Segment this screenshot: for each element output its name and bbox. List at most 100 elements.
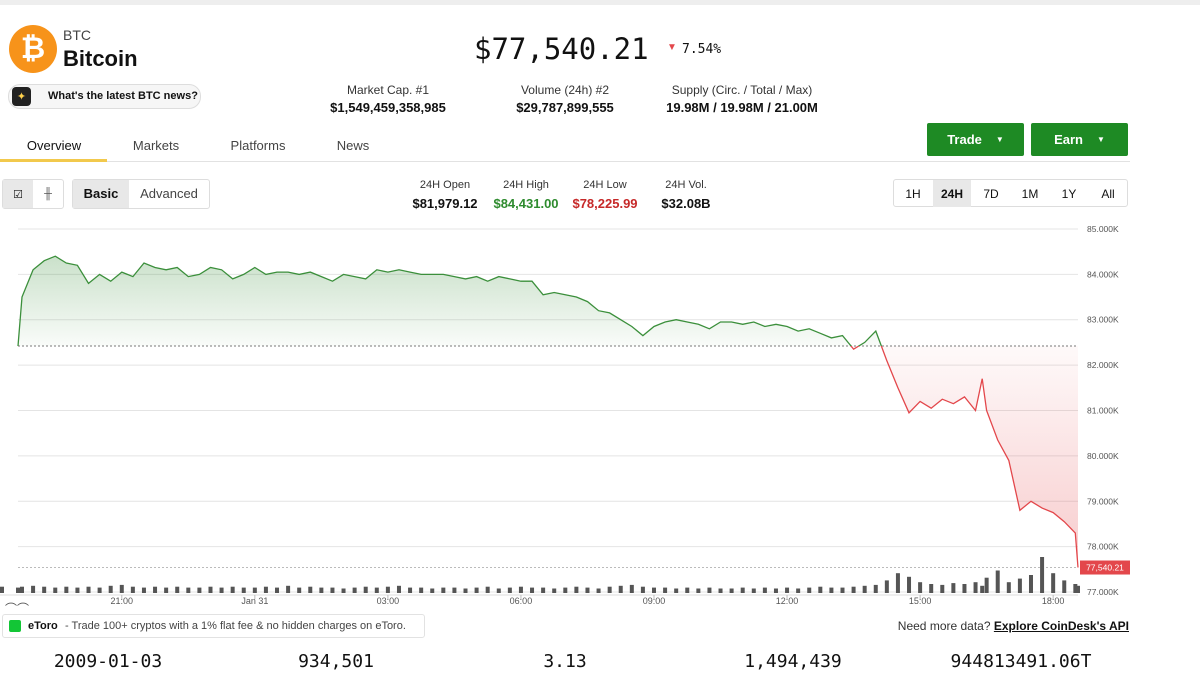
volume-bar bbox=[263, 586, 268, 593]
news-button[interactable]: ✦ What's the latest BTC news? bbox=[8, 84, 201, 109]
volume-bar bbox=[75, 587, 80, 593]
y-tick-label: 77.000K bbox=[1087, 587, 1119, 597]
volume-bar bbox=[175, 586, 180, 593]
view-toggle[interactable]: Basic Advanced bbox=[72, 179, 210, 209]
volume-bar bbox=[341, 588, 346, 593]
volume-bar bbox=[840, 587, 845, 593]
range-button[interactable]: 24H bbox=[933, 180, 971, 207]
volume-bar bbox=[86, 586, 91, 593]
volume-bar bbox=[762, 587, 767, 593]
volume-bar bbox=[552, 588, 557, 593]
volume-bar bbox=[374, 587, 379, 593]
volume-bar bbox=[42, 586, 47, 593]
view-option[interactable]: Basic bbox=[73, 180, 129, 208]
day-stat-value: $84,431.00 bbox=[493, 196, 559, 211]
tab[interactable]: News bbox=[336, 138, 370, 153]
api-link[interactable]: Explore CoinDesk's API bbox=[993, 619, 1129, 633]
volume-bar bbox=[164, 587, 169, 593]
volume-bar bbox=[452, 587, 457, 593]
y-tick-label: 81.000K bbox=[1087, 406, 1119, 416]
range-button[interactable]: 1H bbox=[905, 186, 921, 201]
volume-bar bbox=[629, 584, 634, 593]
volume-bar bbox=[19, 586, 24, 593]
volume-bar bbox=[319, 587, 324, 593]
price-chart: 77.000K 78.000K 79.000K 80.000K 81.000K 82.00… bbox=[0, 224, 1130, 606]
volume-bar bbox=[208, 586, 213, 593]
volume-bar bbox=[1076, 585, 1080, 593]
volume-bar bbox=[97, 587, 102, 593]
coin-name: Bitcoin bbox=[63, 46, 138, 71]
volume-bar bbox=[396, 585, 401, 593]
volume-bar bbox=[851, 586, 856, 593]
day-stat-label: 24H Open bbox=[419, 179, 471, 191]
range-button[interactable]: All bbox=[1101, 186, 1115, 201]
stat-label: Volume (24h) #2 bbox=[520, 83, 610, 97]
bottom-value: 944813491.06T bbox=[950, 651, 1092, 672]
volume-bar bbox=[252, 587, 257, 593]
range-button[interactable]: 7D bbox=[983, 186, 999, 201]
y-tick-label: 85.000K bbox=[1087, 224, 1119, 234]
earn-button[interactable]: Earn ▼ bbox=[1031, 123, 1128, 156]
volume-bar bbox=[773, 588, 778, 593]
view-option[interactable]: Advanced bbox=[140, 186, 198, 201]
current-price-tag bbox=[1080, 560, 1130, 575]
bottom-value: 3.13 bbox=[543, 651, 587, 672]
volume-bar bbox=[1073, 584, 1078, 593]
ad-box[interactable]: eToro - Trade 100+ cryptos with a 1% fla… bbox=[2, 614, 425, 638]
volume-bar bbox=[929, 584, 934, 593]
stat-label: Supply (Circ. / Total / Max) bbox=[671, 83, 813, 97]
tab[interactable]: Markets bbox=[132, 138, 180, 153]
tab-border bbox=[0, 161, 1130, 162]
volume-bar bbox=[585, 587, 590, 593]
tab[interactable]: Platforms bbox=[230, 138, 286, 153]
volume-bar bbox=[518, 586, 523, 593]
caret: ▼ bbox=[1096, 135, 1105, 144]
chart-type-toggle[interactable]: ☑ ╫ bbox=[2, 179, 64, 209]
volume-bar bbox=[718, 588, 723, 593]
volume-bar bbox=[785, 587, 790, 593]
day-stat-label: 24H Vol. bbox=[665, 179, 707, 191]
range-button[interactable]: 1Y bbox=[1061, 186, 1077, 201]
trade-button[interactable]: Trade ▼ bbox=[927, 123, 1024, 156]
y-tick-label: 83.000K bbox=[1087, 315, 1119, 325]
volume-bar bbox=[197, 587, 202, 593]
volume-bar bbox=[430, 588, 435, 593]
stat-label: Market Cap. #1 bbox=[346, 83, 430, 97]
volume-bar bbox=[907, 576, 912, 593]
y-tick-label: 80.000K bbox=[1087, 451, 1119, 461]
ad-brand: eToro bbox=[28, 620, 58, 632]
volume-bar bbox=[530, 587, 535, 593]
volume-bar bbox=[918, 582, 923, 593]
range-button[interactable]: 1M bbox=[1021, 186, 1039, 201]
volume-bar bbox=[219, 587, 224, 593]
volume-bar bbox=[607, 586, 612, 593]
change: 7.54% bbox=[682, 42, 722, 57]
tab[interactable]: Overview bbox=[26, 138, 82, 153]
volume-bar bbox=[230, 586, 235, 593]
volume-bar bbox=[119, 584, 124, 593]
volume-bar bbox=[973, 582, 978, 593]
volume-bar bbox=[807, 587, 812, 593]
x-tick-label: 15:00 bbox=[909, 596, 932, 606]
volume-bar bbox=[984, 577, 989, 593]
x-tick-label: 03:00 bbox=[377, 596, 400, 606]
bottom-value: 934,501 bbox=[298, 651, 374, 672]
tab-underline bbox=[0, 159, 107, 162]
stat-value: 19.98M / 19.98M / 21.00M bbox=[666, 100, 818, 115]
volume-bar bbox=[286, 585, 291, 593]
x-tick-label: 06:00 bbox=[510, 596, 533, 606]
volume-bar bbox=[385, 586, 390, 593]
volume-bar bbox=[873, 584, 878, 593]
volume-bar bbox=[995, 570, 1000, 593]
button-text: Earn bbox=[1054, 132, 1083, 147]
volume-bar bbox=[751, 588, 756, 593]
volume-bar bbox=[474, 587, 479, 593]
volume-bar bbox=[53, 587, 58, 593]
volume-bar bbox=[652, 587, 656, 593]
volume-bar bbox=[563, 587, 568, 593]
volume-bar bbox=[884, 580, 889, 593]
volume-bar bbox=[685, 587, 690, 593]
news-icon: ✦ bbox=[12, 87, 31, 106]
volume-bar bbox=[141, 587, 146, 593]
symbol: BTC bbox=[63, 27, 91, 43]
